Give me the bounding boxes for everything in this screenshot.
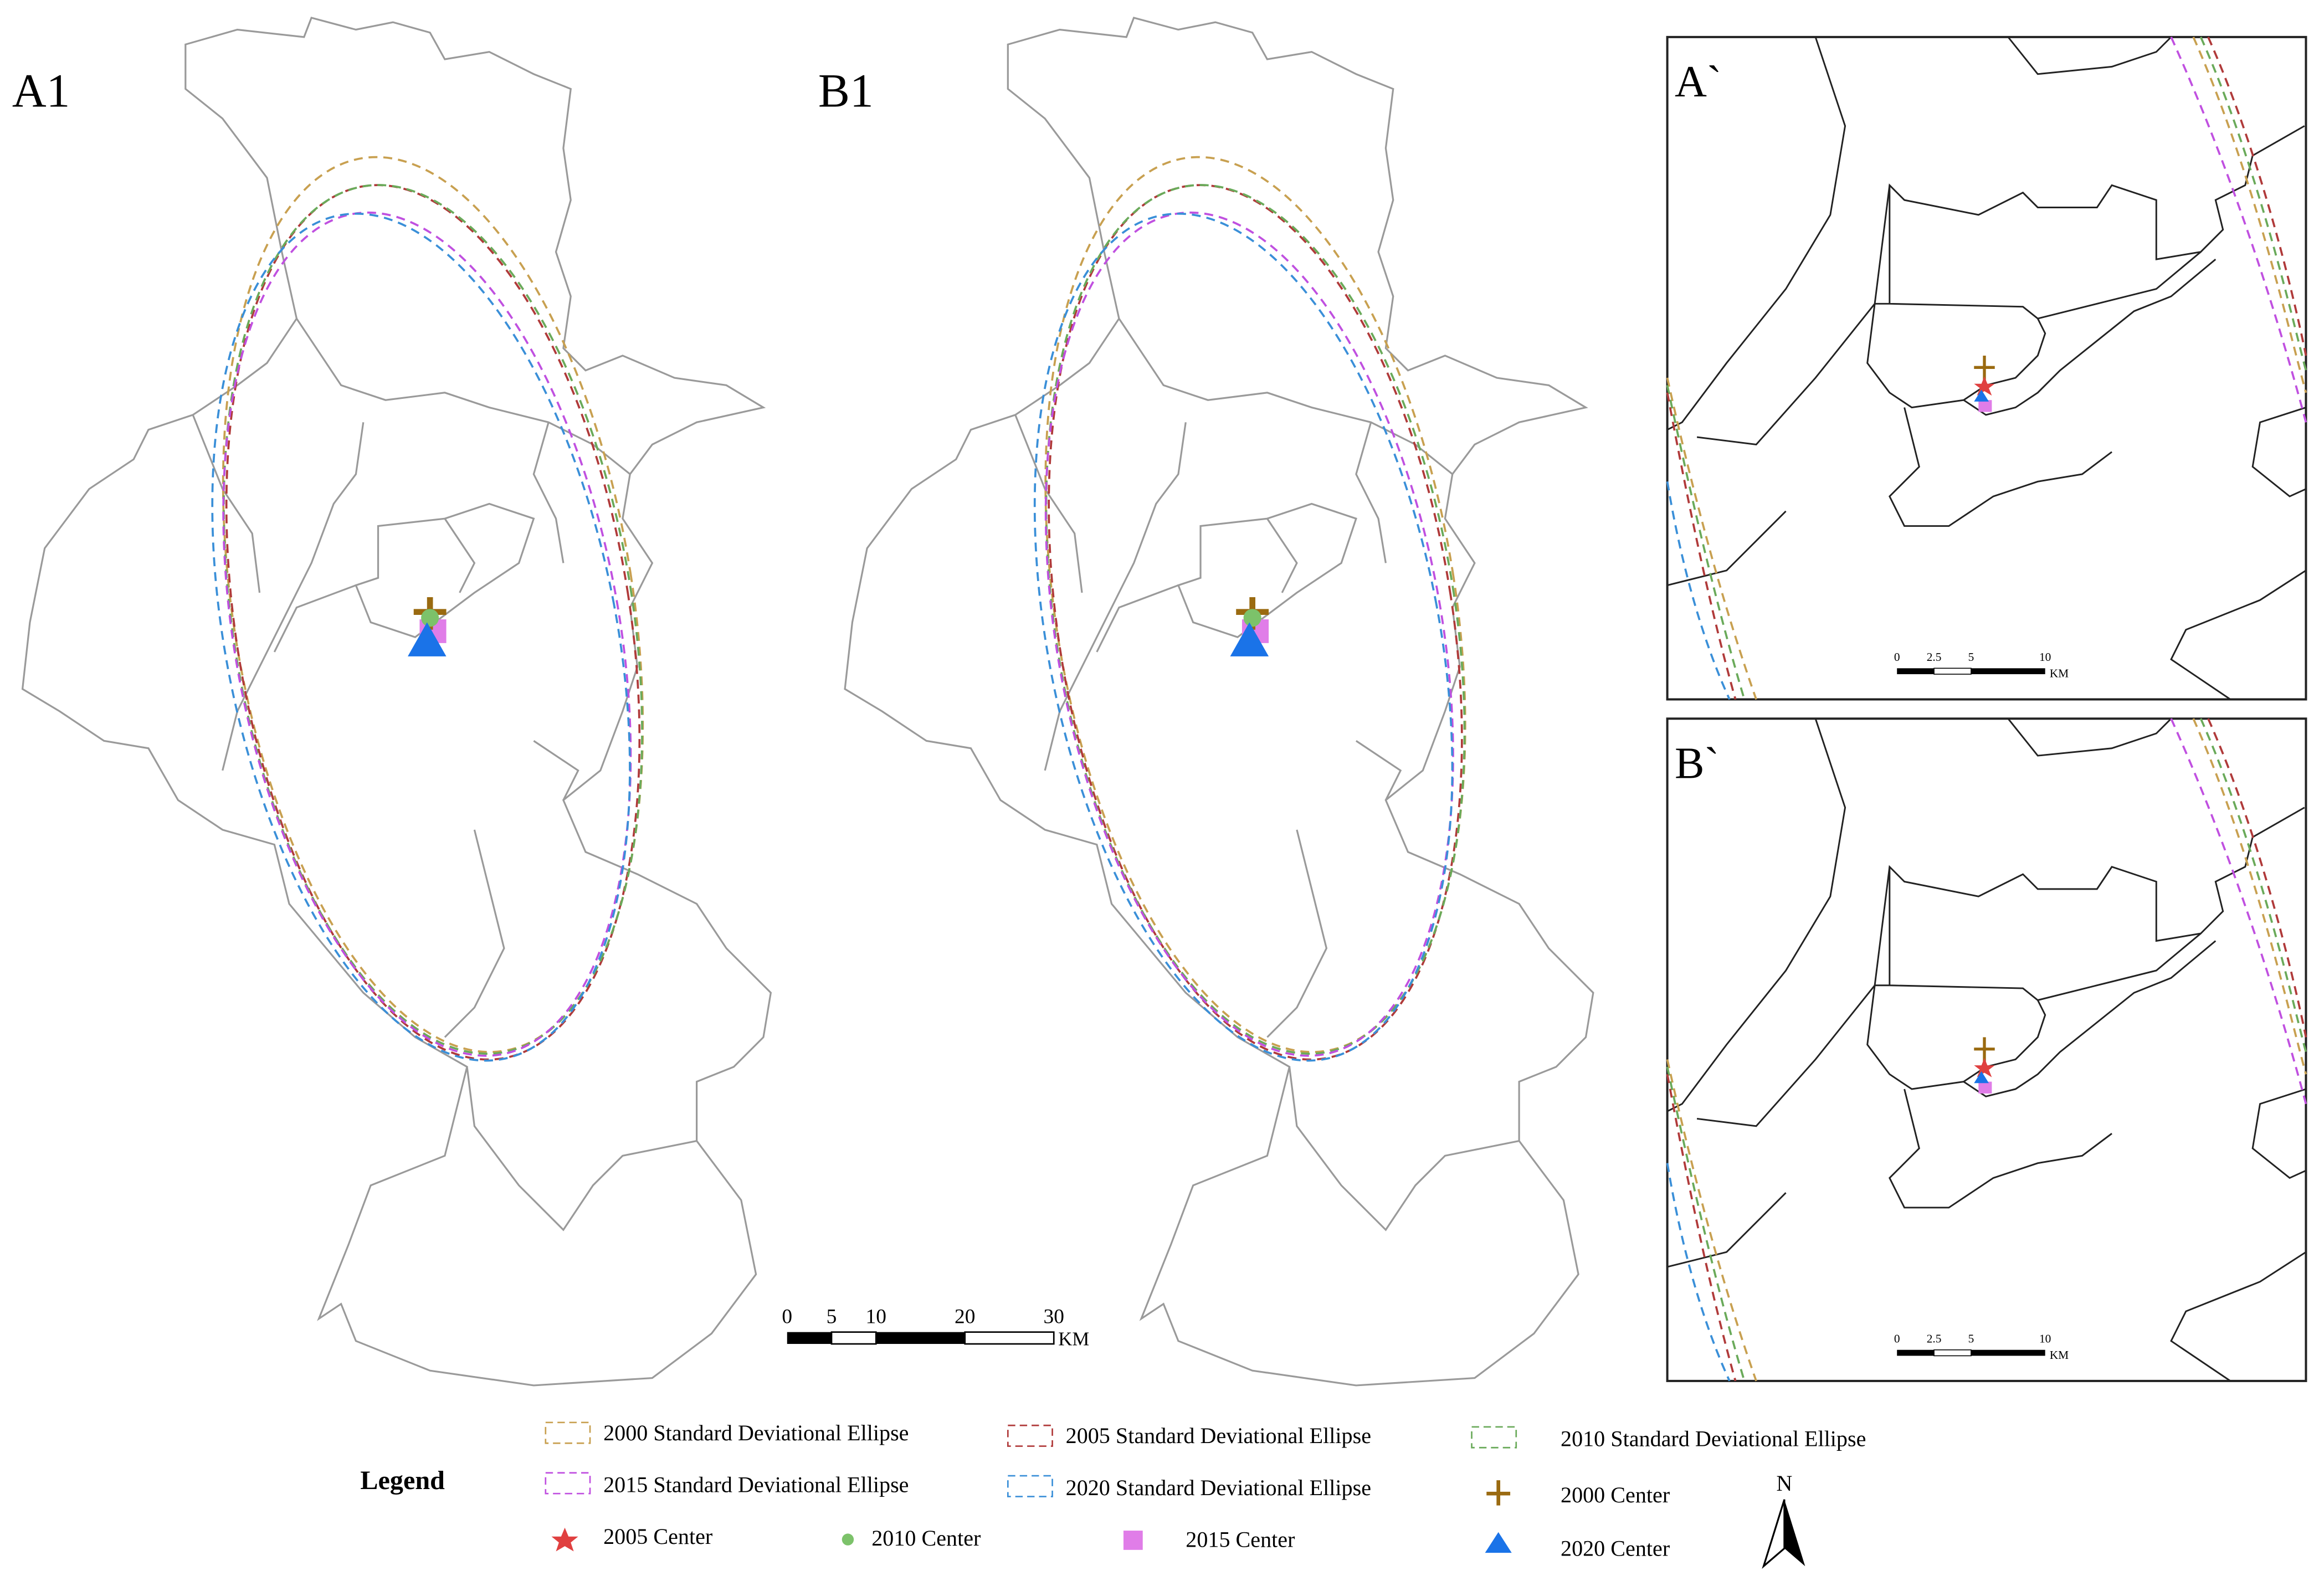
north-arrow: N — [1762, 1471, 1805, 1569]
legend-swatch — [1471, 1426, 1517, 1449]
scale-unit: KM — [1058, 1328, 1089, 1350]
inset-map — [1668, 718, 2306, 1381]
scale-label: 5 — [1968, 650, 1974, 664]
legend: Legend 2000 Standard Deviational Ellipse… — [360, 1420, 1866, 1561]
legend-label: 2015 Center — [1186, 1527, 1295, 1552]
inset-map — [1668, 37, 2306, 700]
legend-swatch — [1007, 1475, 1053, 1497]
legend-label: 2000 Center — [1561, 1482, 1670, 1507]
centers-a1 — [408, 597, 447, 656]
legend-title: Legend — [360, 1466, 445, 1495]
map-a1 — [21, 17, 772, 1387]
legend-label: 2010 Standard Deviational Ellipse — [1561, 1426, 1866, 1451]
legend-label: 2015 Standard Deviational Ellipse — [603, 1472, 909, 1497]
scale-label: 10 — [2039, 1332, 2051, 1345]
scale-unit: KM — [2050, 1348, 2069, 1362]
legend-swatch — [1123, 1531, 1143, 1550]
scale-label: 2.5 — [1927, 1332, 1942, 1345]
scale-unit: KM — [2050, 666, 2069, 680]
legend-swatch — [1007, 1424, 1053, 1447]
legend-swatch — [545, 1472, 591, 1495]
legend-label: 2020 Standard Deviational Ellipse — [1066, 1475, 1371, 1500]
inset-b: B` 0 2.5 5 10 KM — [1668, 718, 2306, 1381]
panel-label: B` — [1675, 738, 1719, 788]
scale-label: 2.5 — [1927, 650, 1942, 664]
panel-label: A1 — [12, 65, 70, 117]
scale-label: 0 — [1894, 650, 1900, 664]
legend-swatch — [1486, 1480, 1511, 1506]
legend-swatch — [551, 1527, 578, 1552]
legend-label: 2005 Standard Deviational Ellipse — [1066, 1423, 1371, 1448]
panel-label: B1 — [818, 65, 874, 117]
map-b1 — [844, 17, 1594, 1387]
scale-bar: 0 5 10 20 30 KM — [782, 1306, 1089, 1350]
legend-label: 2020 Center — [1561, 1536, 1670, 1561]
inset-a: A` 0 2.5 5 10 KM — [1668, 37, 2306, 700]
scale-label: 0 — [782, 1306, 792, 1328]
legend-swatch — [545, 1421, 591, 1444]
scale-label: 5 — [827, 1306, 837, 1328]
scale-label: 5 — [1968, 1332, 1974, 1345]
panel-label: A` — [1675, 57, 1722, 106]
legend-label: 2010 Center — [871, 1526, 981, 1551]
legend-swatch — [1485, 1532, 1512, 1553]
north-label: N — [1776, 1471, 1792, 1496]
legend-label: 2005 Center — [603, 1524, 712, 1549]
scale-label: 0 — [1894, 1332, 1900, 1345]
scale-label: 30 — [1044, 1306, 1064, 1328]
scale-label: 10 — [866, 1306, 886, 1328]
scale-label: 20 — [955, 1306, 975, 1328]
legend-label: 2000 Standard Deviational Ellipse — [603, 1420, 909, 1445]
centers-b1 — [1230, 597, 1269, 656]
legend-swatch — [842, 1533, 854, 1546]
scale-label: 10 — [2039, 650, 2051, 664]
